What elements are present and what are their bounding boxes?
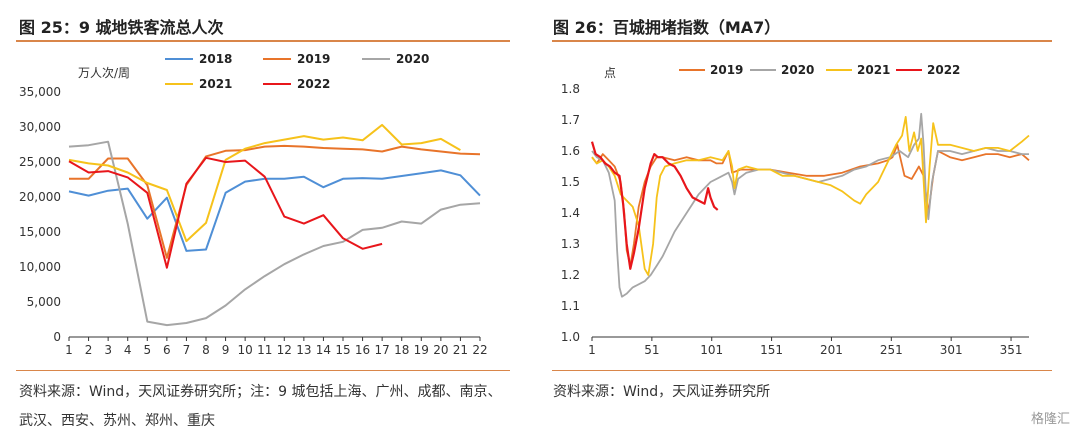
left-legend-label-2022: 2022 [297,77,330,91]
right-x-tick-label: 51 [644,343,659,357]
right-y-tick-label: 1.1 [561,299,580,313]
left-x-tick-label: 21 [453,343,468,357]
right-y-tick-label: 1.6 [561,144,580,158]
left-legend-label-2019: 2019 [297,52,330,66]
right-y-tick-label: 1.7 [561,113,580,127]
left-x-tick-label: 12 [277,343,292,357]
right-y-tick-label: 1.0 [561,330,580,344]
right-x-tick-label: 101 [700,343,723,357]
left-x-tick-label: 10 [238,343,253,357]
right-series-line-2020 [591,112,1029,298]
right-legend-label-2021: 2021 [857,63,890,77]
right-x-tick-label: 1 [588,343,596,357]
left-x-tick-label: 14 [316,343,331,357]
left-x-tick-label: 5 [143,343,151,357]
right-x-tick-label: 251 [880,343,903,357]
left-chart-title: 图 25：9 城地铁客流总人次 [19,18,224,37]
left-series-line-2022 [68,156,383,269]
left-x-tick-label: 13 [296,343,311,357]
right-y-unit-label: 点 [604,66,616,80]
left-legend-label-2018: 2018 [199,52,232,66]
left-x-tick-label: 11 [257,343,272,357]
left-x-tick-label: 4 [124,343,132,357]
right-source-rule [552,370,1052,371]
left-y-tick-label: 25,000 [19,155,61,169]
left-y-tick-label: 20,000 [19,190,61,204]
left-y-tick-label: 30,000 [19,120,61,134]
right-title-rule [552,40,1052,42]
left-y-unit-label: 万人次/周 [78,66,130,80]
right-source: 资料来源：Wind，天风证券研究所 [553,384,771,400]
left-source-rule [16,370,510,371]
left-series-line-2021 [68,123,461,243]
right-series-line-2021 [591,116,1030,276]
right-x-tick-label: 201 [820,343,843,357]
left-legend-label-2020: 2020 [396,52,429,66]
left-x-tick-label: 20 [433,343,448,357]
left-legend-label-2021: 2021 [199,77,232,91]
left-y-tick-label: 15,000 [19,225,61,239]
left-x-tick-label: 6 [163,343,171,357]
right-legend-label-2022: 2022 [927,63,960,77]
left-y-tick-label: 35,000 [19,85,61,99]
right-x-tick-label: 301 [940,343,963,357]
left-series-line-2019 [69,144,481,259]
left-y-tick-label: 10,000 [19,260,61,274]
right-y-tick-label: 1.2 [561,268,580,282]
left-title-rule [16,40,510,42]
left-x-tick-label: 8 [202,343,210,357]
right-legend-label-2020: 2020 [781,63,814,77]
right-series-line-2019 [591,143,1030,267]
right-series-line-2022 [590,141,719,270]
left-y-tick-label: 0 [53,330,61,344]
left-x-tick-label: 15 [335,343,350,357]
right-y-tick-label: 1.4 [561,206,580,220]
right-legend-label-2019: 2019 [710,63,743,77]
left-source-line2: 武汉、西安、苏州、郑州、重庆 [19,413,215,429]
right-chart-title: 图 26：百城拥堵指数（MA7） [553,18,781,37]
left-x-tick-label: 3 [104,343,112,357]
left-series-line-2020 [68,140,481,327]
left-x-tick-label: 7 [183,343,191,357]
right-y-tick-label: 1.8 [561,82,580,96]
left-x-tick-label: 17 [375,343,390,357]
left-source-line1: 资料来源：Wind，天风证券研究所；注：9 城包括上海、广州、成都、南京、 [19,384,502,400]
left-x-tick-label: 19 [414,343,429,357]
watermark-logo: 格隆汇 [1030,412,1070,427]
right-y-tick-label: 1.5 [561,175,580,189]
right-x-tick-label: 351 [1000,343,1023,357]
left-x-tick-label: 18 [394,343,409,357]
left-x-tick-label: 9 [222,343,230,357]
left-x-tick-label: 1 [65,343,73,357]
left-x-tick-label: 2 [85,343,93,357]
right-y-tick-label: 1.3 [561,237,580,251]
left-y-tick-label: 5,000 [27,295,61,309]
left-x-tick-label: 22 [472,343,487,357]
left-series-line-2018 [68,169,481,252]
left-x-tick-label: 16 [355,343,370,357]
right-x-tick-label: 151 [760,343,783,357]
